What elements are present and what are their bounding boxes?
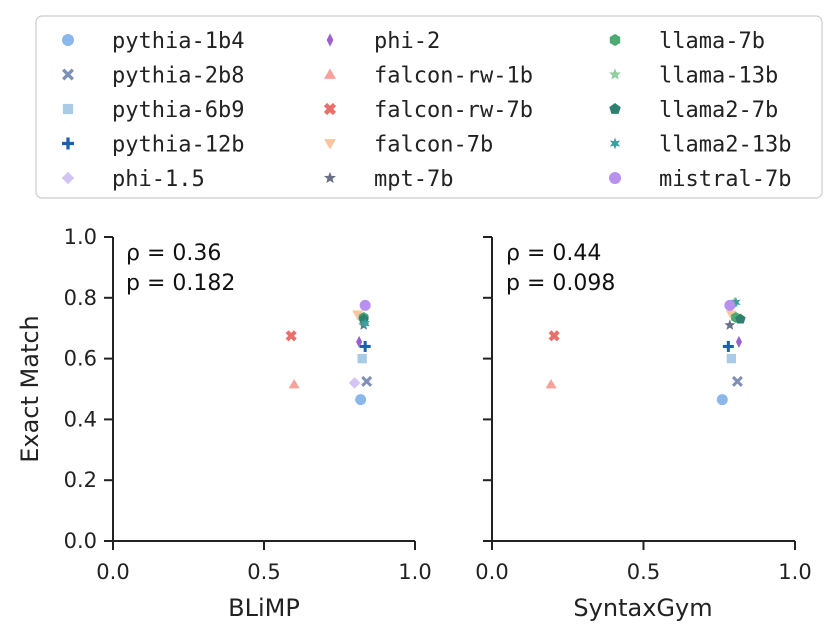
x-axis-label: BLiMP <box>228 594 300 622</box>
legend: pythia-1b4 pythia-2b8 pythia-6b9 pythia-12b… <box>35 15 823 199</box>
x-tick-label: 0.5 <box>627 560 660 584</box>
point-falcon-rw-7b <box>548 330 560 342</box>
legend-marker <box>62 137 74 150</box>
scatter-points <box>545 296 746 406</box>
legend-marker <box>609 172 621 184</box>
legend-item: phi-1.5 <box>61 167 205 192</box>
legend-marker <box>62 103 74 115</box>
point-pythia-12b <box>722 340 734 352</box>
point-phi-2 <box>356 335 363 348</box>
y-ticks <box>483 236 492 542</box>
legend-item: falcon-rw-1b <box>324 64 533 89</box>
legend-label: llama2-13b <box>659 133 791 158</box>
legend-marker <box>62 34 74 46</box>
x-ticks: 0.0 0.5 1.0 <box>96 541 432 584</box>
legend-marker <box>609 137 621 150</box>
annotation-rho: ρ = 0.44 <box>506 241 601 266</box>
y-tick-label: 0.2 <box>64 468 97 492</box>
y-tick-label: 0.4 <box>64 407 97 431</box>
legend-item: pythia-1b4 <box>62 29 244 54</box>
scatter-points <box>285 299 373 406</box>
point-mistral-7b <box>359 299 371 311</box>
legend-item: llama-13b <box>609 64 778 89</box>
legend-item: falcon-rw-7b <box>323 98 533 123</box>
legend-marker <box>326 33 334 47</box>
legend-label: pythia-12b <box>112 133 244 158</box>
legend-marker <box>609 34 621 46</box>
legend-label: mistral-7b <box>659 167 791 192</box>
point-pythia-2b8 <box>361 375 373 387</box>
legend-marker <box>62 68 74 81</box>
legend-label: mpt-7b <box>374 167 453 192</box>
x-tick-label: 1.0 <box>398 560 431 584</box>
x-tick-label: 0.5 <box>247 560 280 584</box>
legend-label: pythia-2b8 <box>112 64 244 89</box>
legend-marker <box>324 139 336 150</box>
legend-marker <box>61 171 75 185</box>
point-pythia-1b4 <box>716 394 728 406</box>
legend-frame <box>35 15 823 199</box>
point-falcon-rw-7b <box>285 330 297 342</box>
legend-item: llama-7b <box>609 29 765 54</box>
legend-marker <box>324 68 336 79</box>
point-pythia-2b8 <box>731 375 743 387</box>
legend-label: phi-2 <box>374 29 440 54</box>
legend-label: llama-13b <box>659 64 778 89</box>
legend-label: falcon-7b <box>374 133 493 158</box>
legend-items: pythia-1b4 pythia-2b8 pythia-6b9 pythia-12b… <box>61 29 791 192</box>
x-axis-label: SyntaxGym <box>573 594 712 622</box>
point-pythia-1b4 <box>355 394 367 406</box>
y-tick-label: 1.0 <box>64 225 97 249</box>
x-tick-label: 0.0 <box>96 560 129 584</box>
legend-item: llama2-7b <box>609 98 778 123</box>
point-pythia-6b9 <box>357 353 367 364</box>
point-llama2-13b <box>731 296 741 308</box>
legend-marker <box>609 68 621 80</box>
x-tick-label: 1.0 <box>778 560 811 584</box>
legend-item: phi-2 <box>326 29 440 54</box>
legend-marker <box>324 171 336 184</box>
point-pythia-6b9 <box>726 353 737 364</box>
legend-label: pythia-1b4 <box>112 29 244 54</box>
annotation-rho: ρ = 0.36 <box>126 241 221 266</box>
point-phi-2 <box>735 335 742 348</box>
legend-marker <box>609 103 621 114</box>
annotation-p: p = 0.182 <box>126 271 235 296</box>
y-tick-label: 0.8 <box>64 286 97 310</box>
legend-item: falcon-7b <box>324 133 493 158</box>
legend-item: pythia-6b9 <box>62 98 244 123</box>
y-axis-label: Exact Match <box>16 315 44 463</box>
legend-marker <box>323 102 337 116</box>
point-llama2-7b <box>735 313 746 324</box>
legend-label: llama2-7b <box>659 98 778 123</box>
legend-item: pythia-12b <box>62 133 244 158</box>
legend-item: mpt-7b <box>324 167 453 192</box>
point-falcon-7b <box>352 310 364 321</box>
legend-label: llama-7b <box>659 29 765 54</box>
y-ticks: 0.0 0.2 0.4 0.6 0.8 1.0 <box>64 225 113 553</box>
y-tick-label: 0.6 <box>64 347 97 371</box>
point-pythia-12b <box>359 340 371 352</box>
panel-blimp: 0.0 0.2 0.4 0.6 0.8 1.0 0.0 0.5 1.0 Exact Match… <box>16 225 432 622</box>
legend-label: phi-1.5 <box>112 167 205 192</box>
legend-item: pythia-2b8 <box>62 64 244 89</box>
point-falcon-rw-1b <box>288 378 300 389</box>
point-mistral-7b <box>724 299 736 311</box>
annotation-p: p = 0.098 <box>506 271 615 296</box>
legend-item: llama2-13b <box>609 133 791 158</box>
legend-label: falcon-rw-7b <box>374 98 533 123</box>
x-tick-label: 0.0 <box>475 560 508 584</box>
point-llama2-13b <box>360 318 370 330</box>
legend-item: mistral-7b <box>609 167 791 192</box>
legend-label: falcon-rw-1b <box>374 64 533 89</box>
legend-label: pythia-6b9 <box>112 98 244 123</box>
point-mpt-7b <box>724 319 736 330</box>
y-tick-label: 0.0 <box>64 529 97 553</box>
panel-syntaxgym: 0.0 0.5 1.0 SyntaxGym ρ = 0.44 p = 0.098 <box>475 236 812 622</box>
x-ticks: 0.0 0.5 1.0 <box>475 541 812 584</box>
point-phi-1.5 <box>348 377 361 389</box>
point-falcon-rw-1b <box>545 378 557 389</box>
